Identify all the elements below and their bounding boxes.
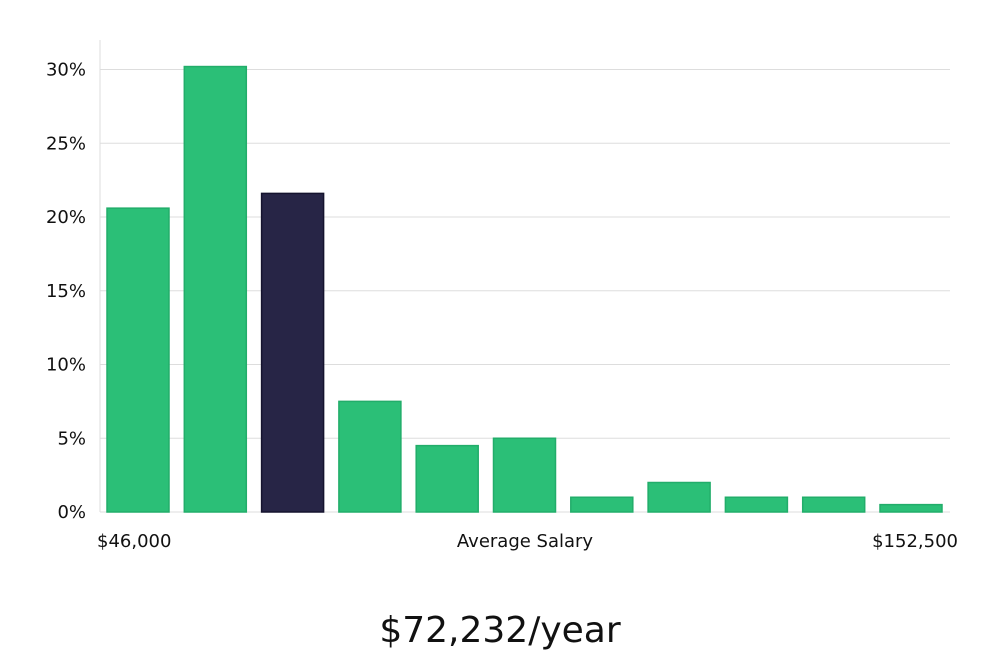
bar — [724, 496, 789, 513]
y-tick-labels: 0% 5% 10% 15% 20% 25% 30% — [46, 60, 86, 524]
y-tick-label: 10% — [46, 355, 86, 376]
x-max-label: $152,500 — [872, 531, 958, 552]
bar — [492, 437, 557, 513]
y-tick-label: 20% — [46, 207, 86, 228]
bars — [106, 65, 943, 513]
y-tick-label: 30% — [46, 60, 86, 81]
bar — [879, 503, 943, 513]
bar — [570, 496, 634, 513]
y-tick-label: 5% — [57, 428, 86, 449]
y-tick-label: 0% — [57, 502, 86, 523]
x-min-label: $46,000 — [97, 531, 171, 552]
bar-highlighted — [260, 192, 325, 513]
bar — [338, 400, 402, 513]
salary-histogram: 0% 5% 10% 15% 20% 25% 30% $46,000 Average Sala… — [46, 40, 958, 552]
y-tick-label: 15% — [46, 281, 86, 302]
bar — [647, 481, 711, 513]
bar — [183, 65, 248, 513]
bar — [106, 207, 170, 513]
bar — [801, 496, 866, 513]
average-salary-value: $72,232/year — [379, 610, 621, 651]
y-tick-label: 25% — [46, 133, 86, 154]
bar — [415, 444, 479, 513]
x-axis-label: Average Salary — [457, 531, 594, 552]
